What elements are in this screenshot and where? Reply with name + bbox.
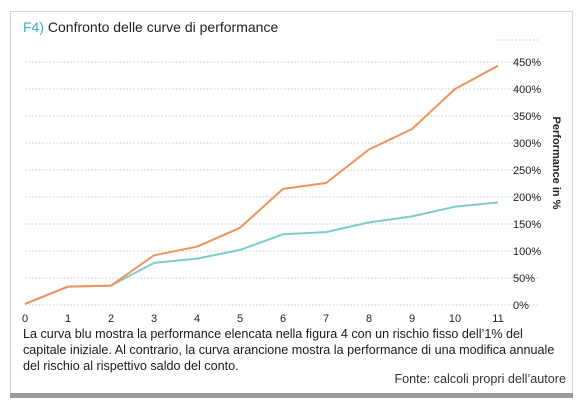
y-tick-label: 350% <box>513 111 541 123</box>
figure-title: Confronto delle curve di performance <box>47 19 279 35</box>
x-tick-label: 8 <box>366 313 372 325</box>
series-line-orange <box>24 64 499 305</box>
y-tick-label: 150% <box>513 219 541 231</box>
grid-lines <box>25 39 540 306</box>
y-tick-label: 200% <box>513 192 541 204</box>
figure-caption: La curva blu mostra la performance elenc… <box>23 327 555 373</box>
y-tick-label: 400% <box>513 84 541 96</box>
x-tick-label: 1 <box>65 313 71 325</box>
x-tick-label: 0 <box>22 313 28 325</box>
figure-source: Fonte: calcoli propri dell’autore <box>394 372 566 386</box>
x-tick-label: 4 <box>194 313 200 325</box>
x-tick-label: 10 <box>449 313 461 325</box>
frame-bottom-bar <box>10 393 573 398</box>
series-lines <box>24 64 499 305</box>
x-tick-label: 11 <box>492 313 503 325</box>
chart-title: F4) Confronto delle curve di performance <box>23 19 278 35</box>
y-tick-labels: 0% 50% 100% 150% 200% 250% 300% 350% 400% 450% <box>513 57 541 312</box>
y-tick-label: 0% <box>513 300 529 312</box>
y-tick-label: 450% <box>513 57 541 69</box>
y-tick-label: 50% <box>513 273 535 285</box>
x-tick-labels: 0 1 2 3 4 5 6 7 8 9 10 11 <box>22 313 504 325</box>
y-tick-label: 100% <box>513 246 541 258</box>
figure-label: F4) <box>23 19 44 35</box>
x-tick-label: 6 <box>280 313 286 325</box>
y-tick-label: 300% <box>513 138 541 150</box>
x-tick-label: 5 <box>237 313 243 325</box>
x-tick-label: 2 <box>108 313 114 325</box>
y-tick-label: 250% <box>513 165 541 177</box>
series-line-teal <box>24 201 499 305</box>
x-tick-label: 3 <box>151 313 157 325</box>
x-tick-label: 9 <box>409 313 415 325</box>
y-axis-label: Performance in % <box>550 117 562 210</box>
x-tick-label: 7 <box>323 313 329 325</box>
